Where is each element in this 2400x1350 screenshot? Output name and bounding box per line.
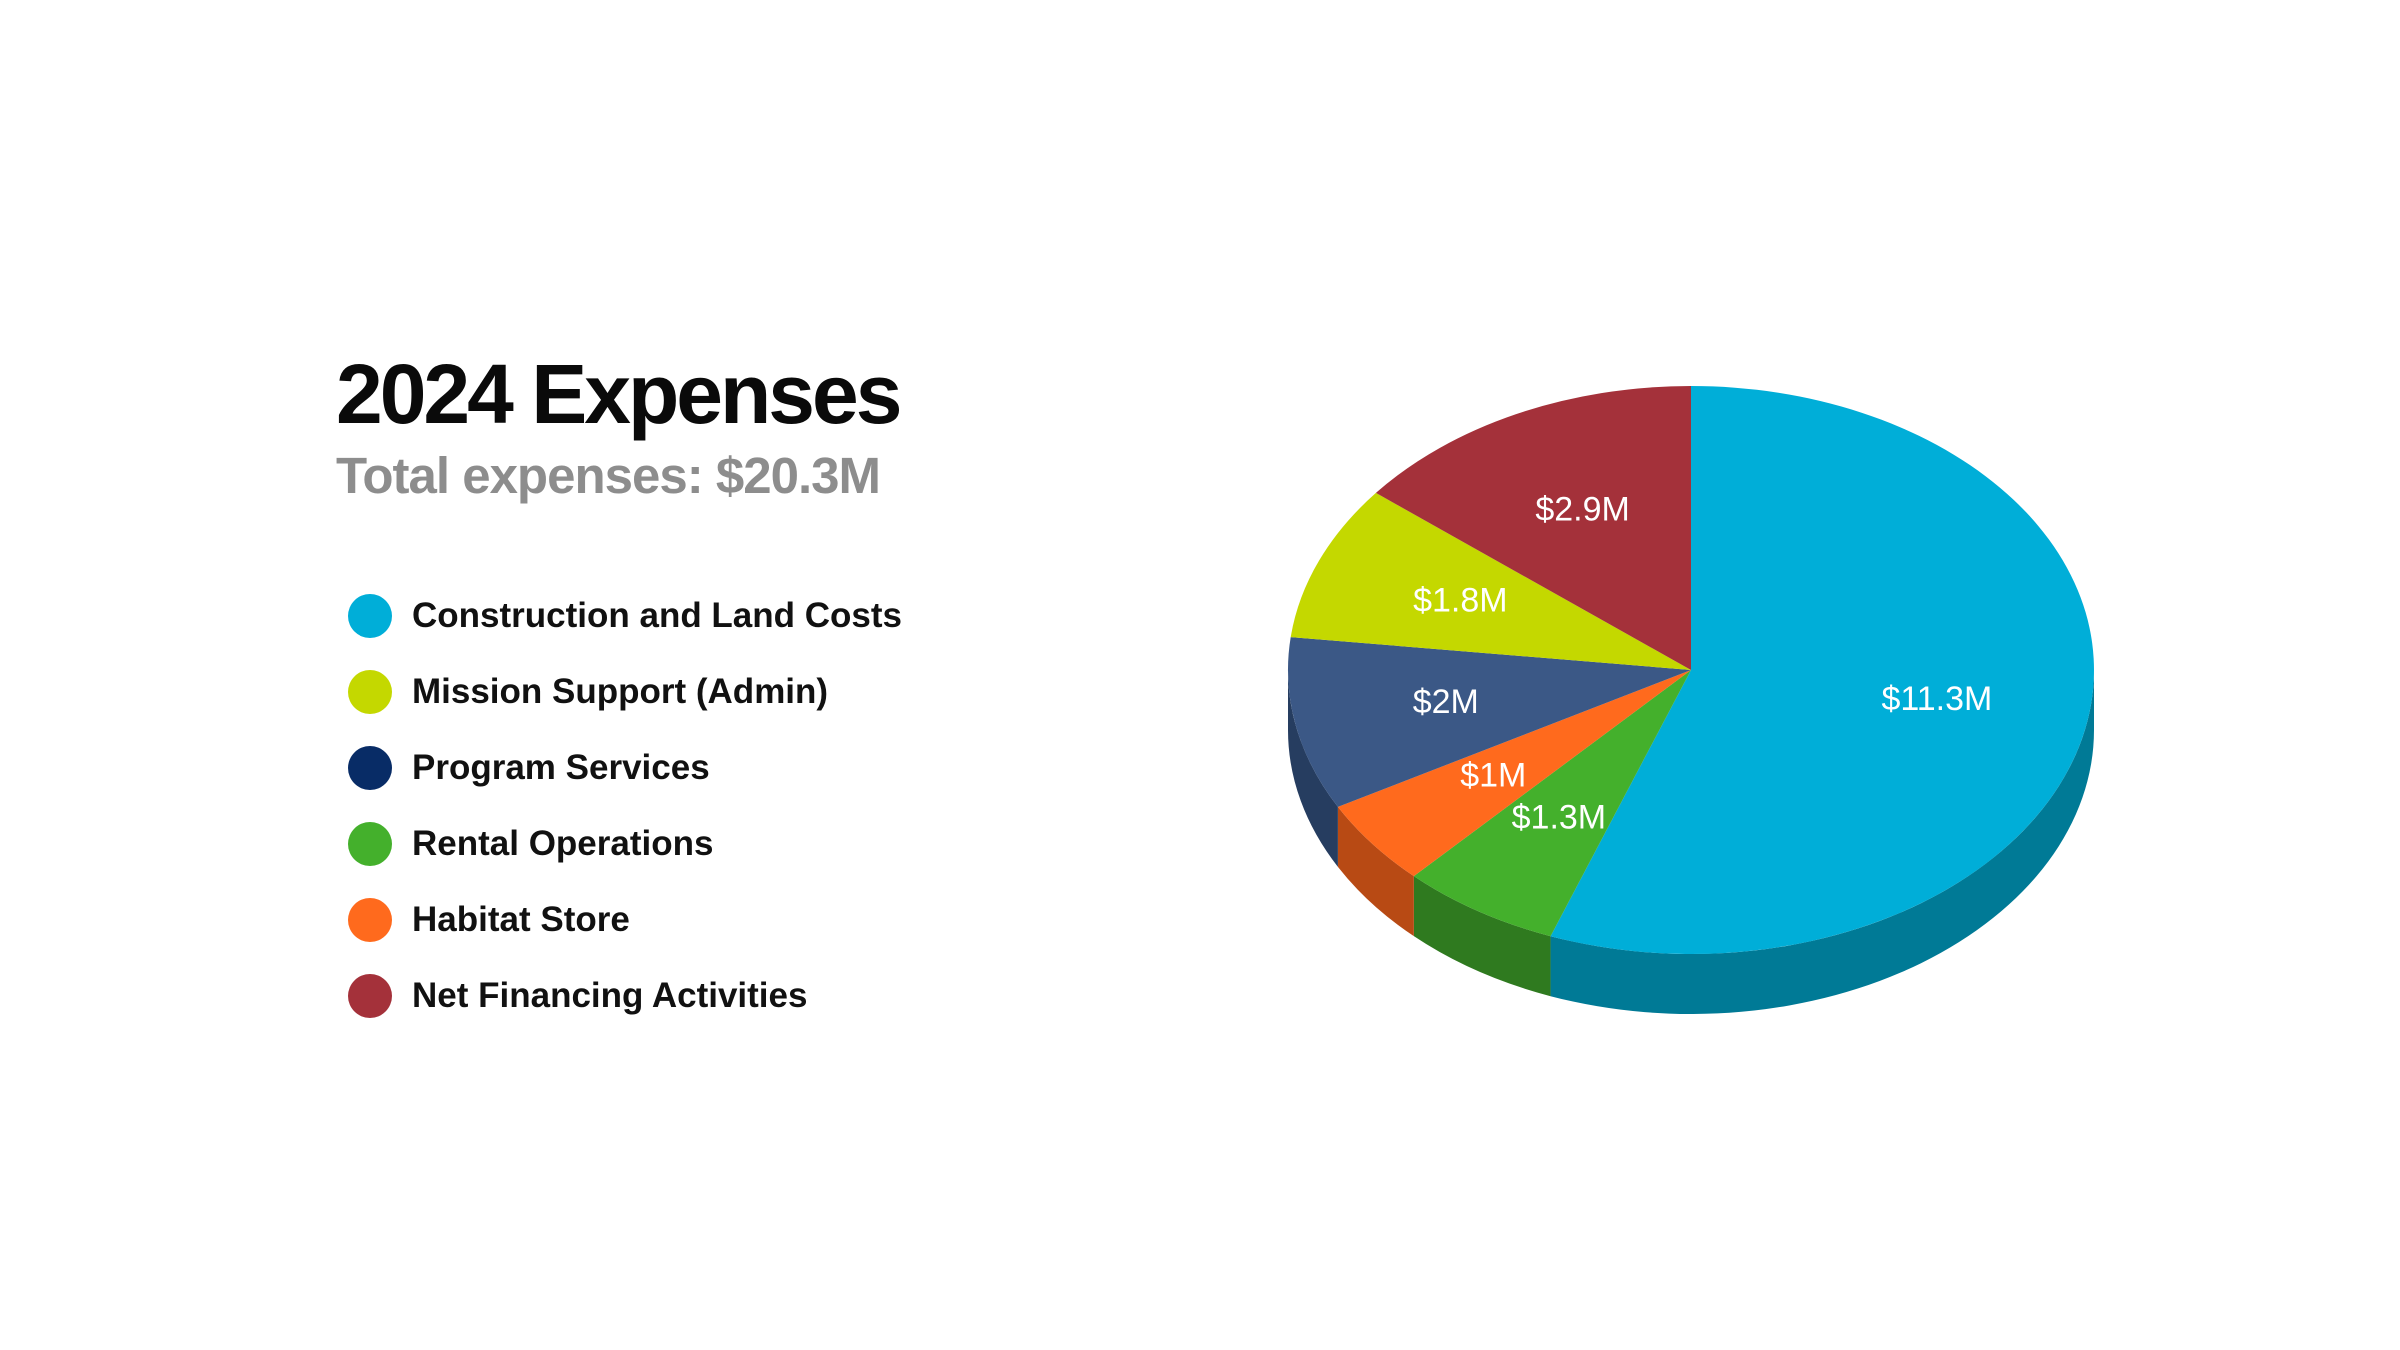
pie-slice-construction-and-land-costs [1550, 386, 2094, 955]
slice-label-net-financing-activities: $2.9M [1535, 490, 1630, 528]
legend-label: Construction and Land Costs [412, 596, 902, 635]
legend-item-program-services: Program Services [348, 730, 902, 806]
slice-label-rental-operations: $1.3M [1512, 798, 1607, 836]
legend-item-mission-support: Mission Support (Admin) [348, 654, 902, 730]
legend-item-construction: Construction and Land Costs [348, 578, 902, 654]
legend-label: Net Financing Activities [412, 976, 808, 1015]
pie-slice-net-financing-activities [1375, 386, 1691, 670]
slice-label-habitat-store: $1M [1460, 757, 1526, 795]
pie-slice-rental-operations [1413, 670, 1691, 937]
pie-labels: $11.3M $1.3M$1M $2M $1.8M $2.9M [1413, 490, 1993, 836]
legend-label: Mission Support (Admin) [412, 672, 829, 711]
pie-slice-program-services [1287, 637, 1691, 807]
pie-side-rental-operations [1413, 876, 1551, 997]
pie-tops [1287, 386, 2094, 955]
legend-swatch [348, 594, 392, 638]
legend: Construction and Land Costs Mission Supp… [348, 578, 902, 1034]
slice-label-construction-and-land-costs: $11.3M [1881, 680, 1992, 718]
slice-label-program-services: $2M [1413, 683, 1479, 721]
chart-subtitle: Total expenses: $20.3M [336, 447, 881, 504]
legend-label: Habitat Store [412, 900, 630, 939]
legend-item-rental-operations: Rental Operations [348, 806, 902, 882]
pie-side-habitat-store [1337, 806, 1414, 937]
legend-item-net-financing: Net Financing Activities [348, 958, 902, 1034]
legend-swatch [348, 974, 392, 1018]
legend-swatch [348, 670, 392, 714]
pie-slice-mission-support-admin [1290, 492, 1691, 670]
legend-label: Rental Operations [412, 824, 714, 863]
pie-slice-habitat-store [1337, 670, 1691, 877]
legend-label: Program Services [412, 748, 710, 787]
slice-label-mission-support-admin: $1.8M [1413, 581, 1508, 619]
pie-side-construction-and-land-costs [1550, 670, 2094, 1015]
legend-swatch [348, 898, 392, 942]
pie-side-program-services [1288, 670, 1338, 867]
legend-item-habitat-store: Habitat Store [348, 882, 902, 958]
legend-swatch [348, 822, 392, 866]
legend-swatch [348, 746, 392, 790]
chart-title: 2024 Expenses [336, 347, 902, 441]
pie-sides [1288, 670, 2094, 1015]
